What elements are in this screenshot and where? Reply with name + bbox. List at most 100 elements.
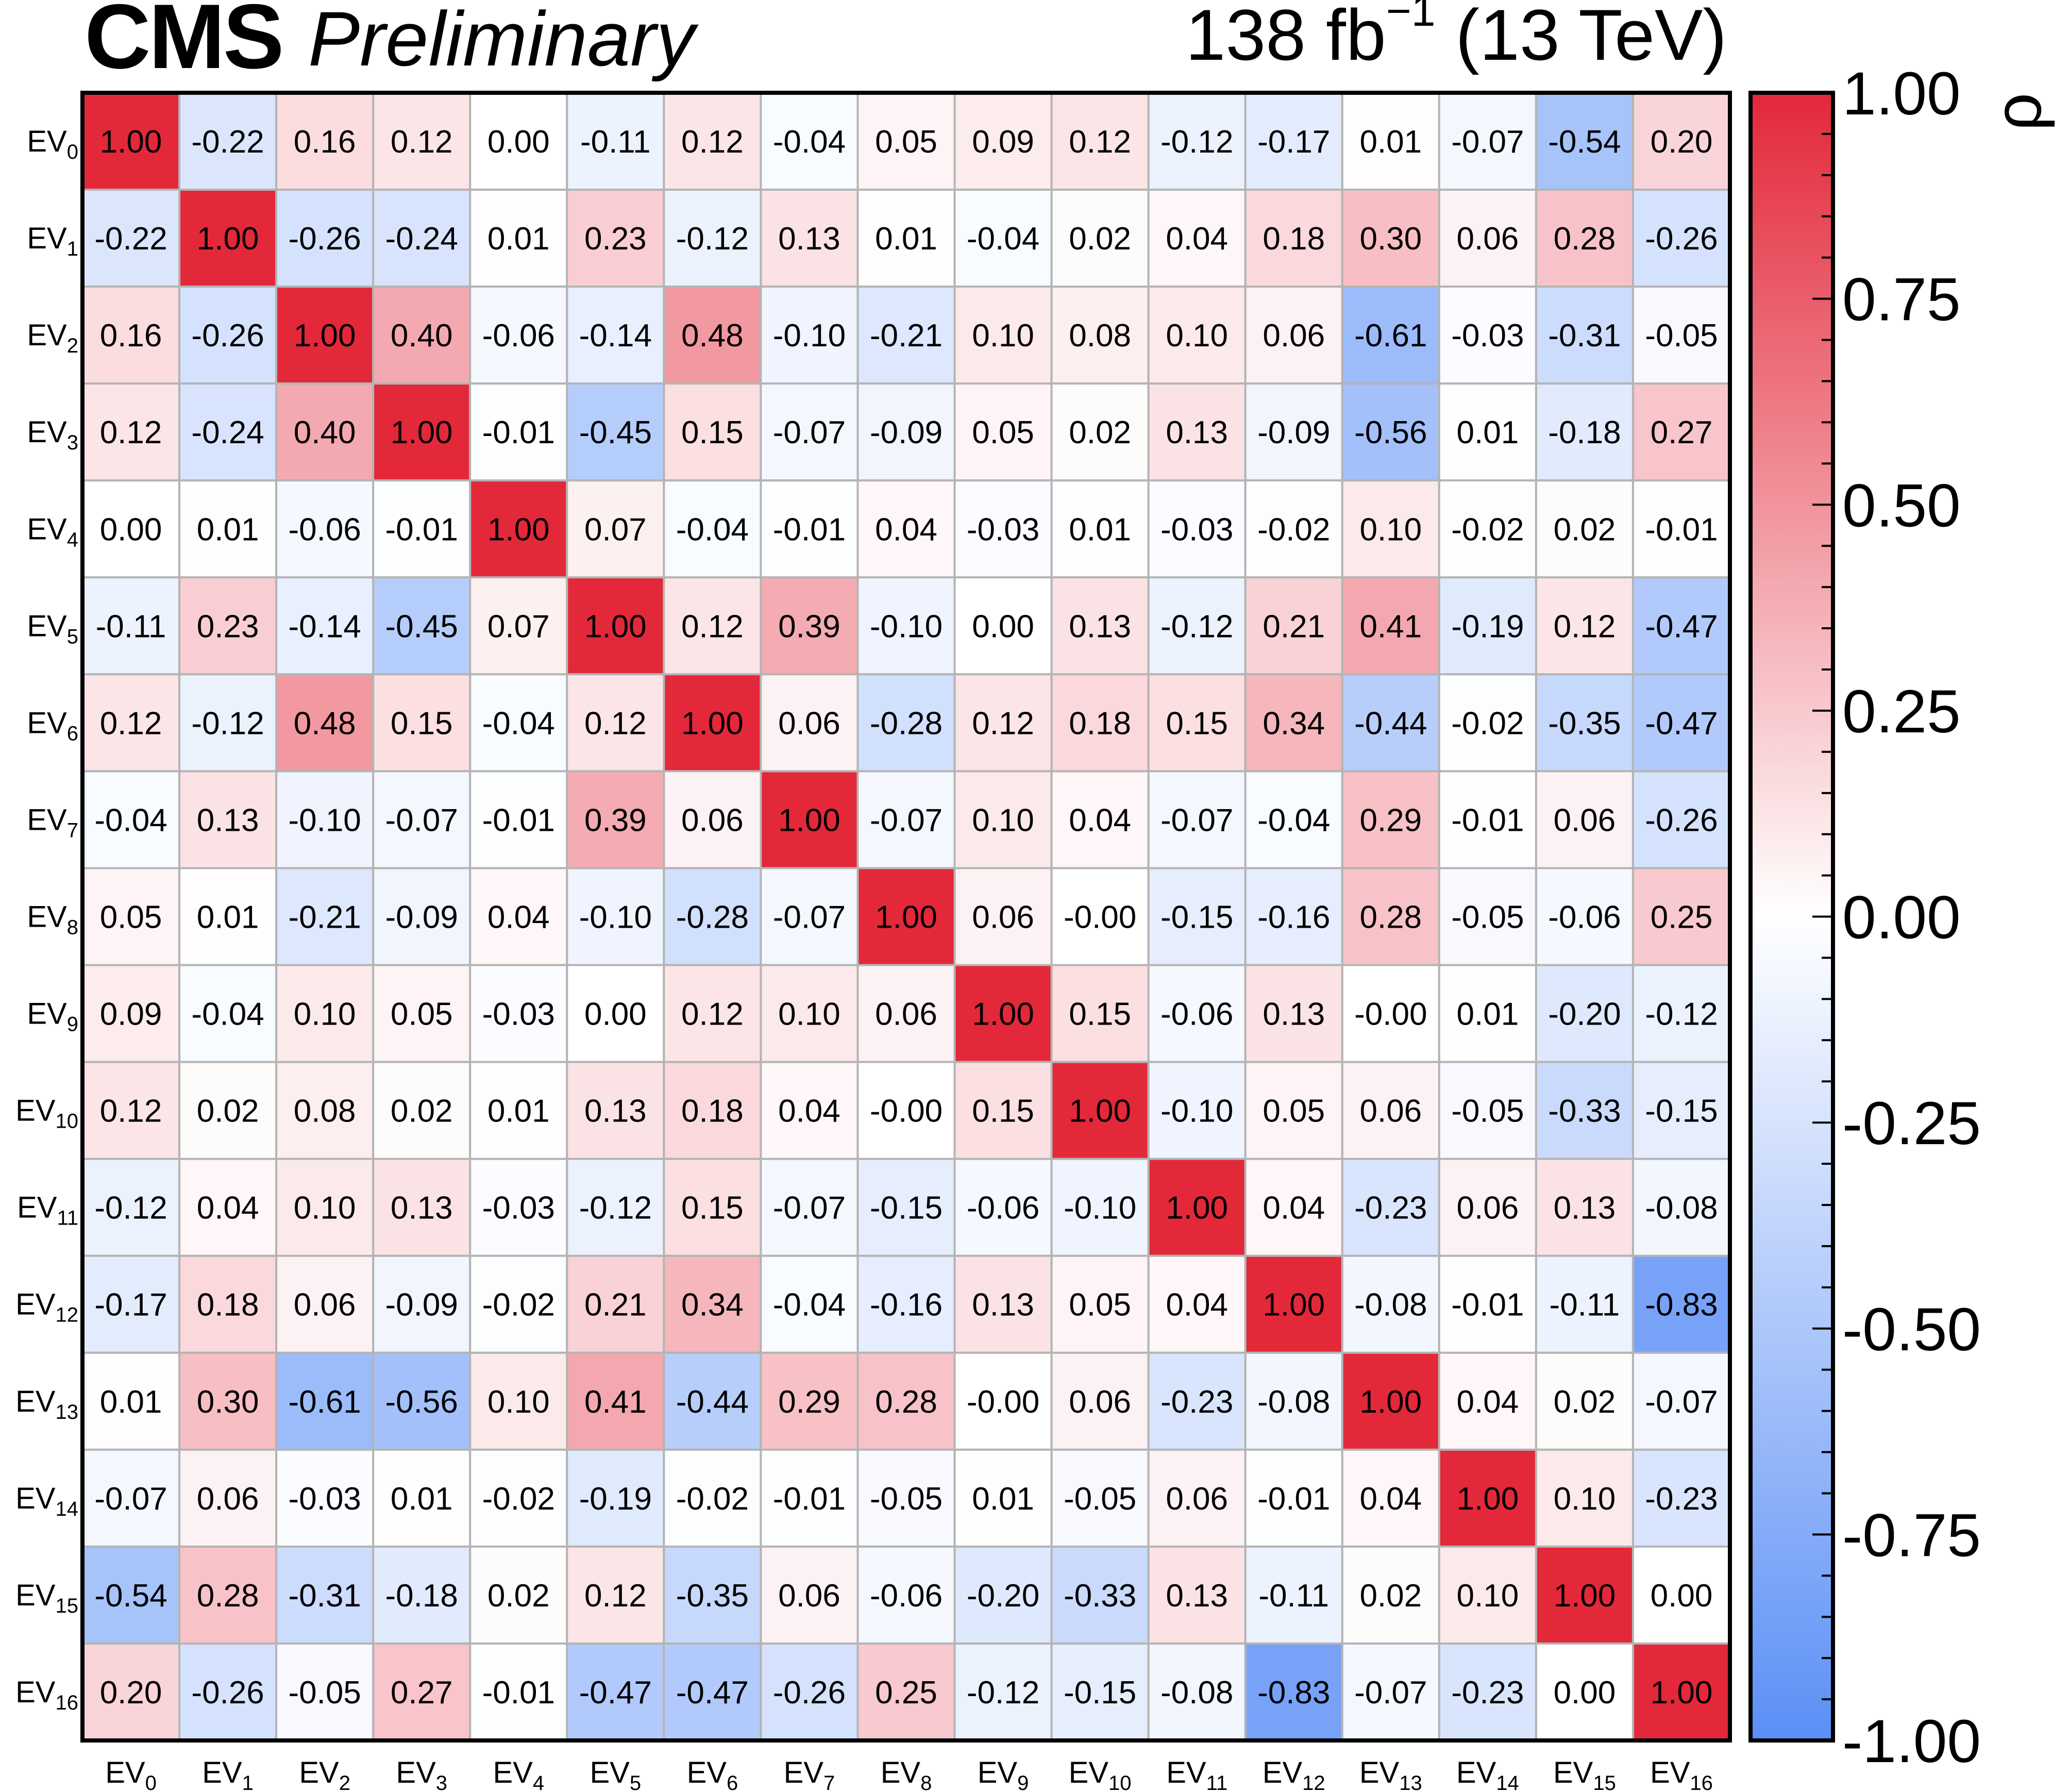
heatmap-cell	[469, 1061, 568, 1160]
x-tick-label: EV13	[1359, 1756, 1422, 1792]
energy-label: (13 TeV)	[1455, 0, 1727, 75]
tick-label-index: 16	[1690, 1772, 1713, 1792]
x-tick-label: EV7	[784, 1756, 835, 1792]
heatmap-cell	[663, 1061, 762, 1160]
heatmap-cell	[1244, 92, 1343, 191]
heatmap-cell	[1244, 286, 1343, 385]
heatmap-cell	[1341, 576, 1440, 676]
cell-value-label: -0.22	[94, 221, 167, 257]
heatmap-cell	[663, 189, 762, 288]
cell-value-label: 0.48	[294, 706, 356, 741]
heatmap-cell	[1341, 1351, 1440, 1451]
cell-value-label: 0.00	[1554, 1675, 1616, 1711]
cell-value-label: -0.03	[1451, 318, 1524, 354]
y-tick-label: EV12	[15, 1288, 78, 1327]
cell-value-label: -0.06	[288, 512, 361, 547]
heatmap-cell	[1341, 673, 1440, 773]
cell-value-label: 0.04	[875, 512, 937, 547]
tick-label-base: EV	[27, 997, 67, 1031]
cell-value-label: 0.01	[100, 1384, 162, 1420]
heatmap-cell	[566, 189, 665, 288]
colorbar-tick-label: -0.75	[1842, 1501, 1981, 1569]
tick-label-base: EV	[687, 1756, 727, 1789]
cell-value-label: 0.15	[681, 1191, 744, 1226]
cell-value-label: -0.07	[773, 415, 846, 450]
tick-label-index: 9	[67, 1013, 78, 1036]
cell-value-label: 0.10	[972, 802, 1034, 838]
cell-value-label: 0.05	[1263, 1094, 1325, 1129]
tick-label-base: EV	[493, 1756, 533, 1789]
tick-label-index: 15	[56, 1595, 79, 1617]
tick-label-index: 6	[67, 722, 78, 745]
cell-value-label: -0.83	[1645, 1287, 1718, 1323]
y-tick-label: EV9	[27, 997, 78, 1036]
heatmap-cell	[663, 964, 762, 1063]
cell-value-label: -0.01	[773, 1481, 846, 1517]
tick-label-index: 11	[1206, 1772, 1228, 1792]
cell-value-label: 0.02	[1554, 512, 1616, 547]
heatmap-cell	[372, 576, 472, 676]
cell-value-label: -0.26	[1645, 221, 1718, 257]
cell-value-label: -0.33	[1064, 1578, 1136, 1614]
cell-value-label: -0.04	[1257, 802, 1330, 838]
x-tick-label: EV3	[396, 1756, 447, 1792]
cell-value-label: -0.54	[1548, 124, 1621, 160]
heatmap-cell	[178, 867, 278, 966]
heatmap-cell	[178, 964, 278, 1063]
cell-value-label: 0.12	[100, 415, 162, 450]
cell-value-label: 0.20	[100, 1675, 162, 1711]
heatmap-cell	[275, 673, 375, 773]
x-tick-label: EV1	[202, 1756, 254, 1792]
heatmap-cell	[1244, 1545, 1343, 1645]
tick-label-base: EV	[27, 222, 67, 255]
cell-value-label: -0.14	[579, 318, 652, 354]
cell-value-label: -0.47	[1645, 706, 1718, 741]
cell-value-label: -0.35	[1548, 706, 1621, 741]
heatmap-cell	[1535, 1545, 1634, 1645]
y-tick-label: EV0	[27, 125, 78, 163]
tick-label-index: 5	[67, 625, 78, 648]
heatmap-cell	[178, 1254, 278, 1354]
cell-value-label: 0.13	[1166, 415, 1228, 450]
cell-value-label: -0.07	[1645, 1384, 1718, 1420]
heatmap-cell	[663, 1158, 762, 1257]
cell-value-label: -0.31	[288, 1578, 361, 1614]
cell-value-label: 0.05	[875, 124, 937, 160]
cell-value-label: -0.00	[870, 1094, 943, 1129]
cell-value-label: 0.20	[1651, 124, 1713, 160]
cell-value-label: 0.06	[294, 1287, 356, 1323]
cell-value-label: 0.01	[197, 512, 259, 547]
heatmap-cell	[856, 1061, 956, 1160]
cell-value-label: 0.01	[1069, 512, 1131, 547]
tick-label-base: EV	[1456, 1756, 1496, 1789]
cell-value-label: -0.01	[482, 415, 555, 450]
tick-label-index: 6	[727, 1772, 738, 1792]
cell-value-label: 0.25	[1651, 900, 1713, 935]
cell-value-label: -0.16	[870, 1287, 943, 1323]
cell-value-label: 0.15	[681, 415, 744, 450]
cell-value-label: 0.02	[1069, 415, 1131, 450]
heatmap-cell	[1438, 770, 1537, 869]
cell-value-label: 0.06	[1457, 221, 1519, 257]
colorbar-tick-label: 0.50	[1842, 472, 1961, 540]
cell-value-label: -0.10	[579, 900, 652, 935]
cell-value-label: 0.12	[972, 706, 1034, 741]
heatmap-cell	[1341, 1545, 1440, 1645]
cell-value-label: 0.04	[778, 1094, 840, 1129]
heatmap-cell	[760, 673, 859, 773]
cell-value-label: 0.12	[100, 706, 162, 741]
cell-value-label: -0.15	[1160, 900, 1233, 935]
cell-value-label: 0.06	[681, 802, 744, 838]
tick-label-index: 3	[436, 1772, 447, 1792]
tick-label-index: 7	[67, 819, 78, 842]
y-tick-label: EV16	[15, 1676, 78, 1714]
cell-value-label: 0.16	[100, 318, 162, 354]
cell-value-label: 0.02	[1359, 1578, 1422, 1614]
tick-label-base: EV	[784, 1756, 824, 1789]
x-tick-label: EV2	[299, 1756, 350, 1792]
heatmap-cell	[469, 382, 568, 482]
heatmap-cell	[1050, 479, 1150, 579]
heatmap-cell	[1438, 576, 1537, 676]
heatmap-cell	[1050, 92, 1150, 191]
tick-label-index: 16	[56, 1691, 79, 1714]
